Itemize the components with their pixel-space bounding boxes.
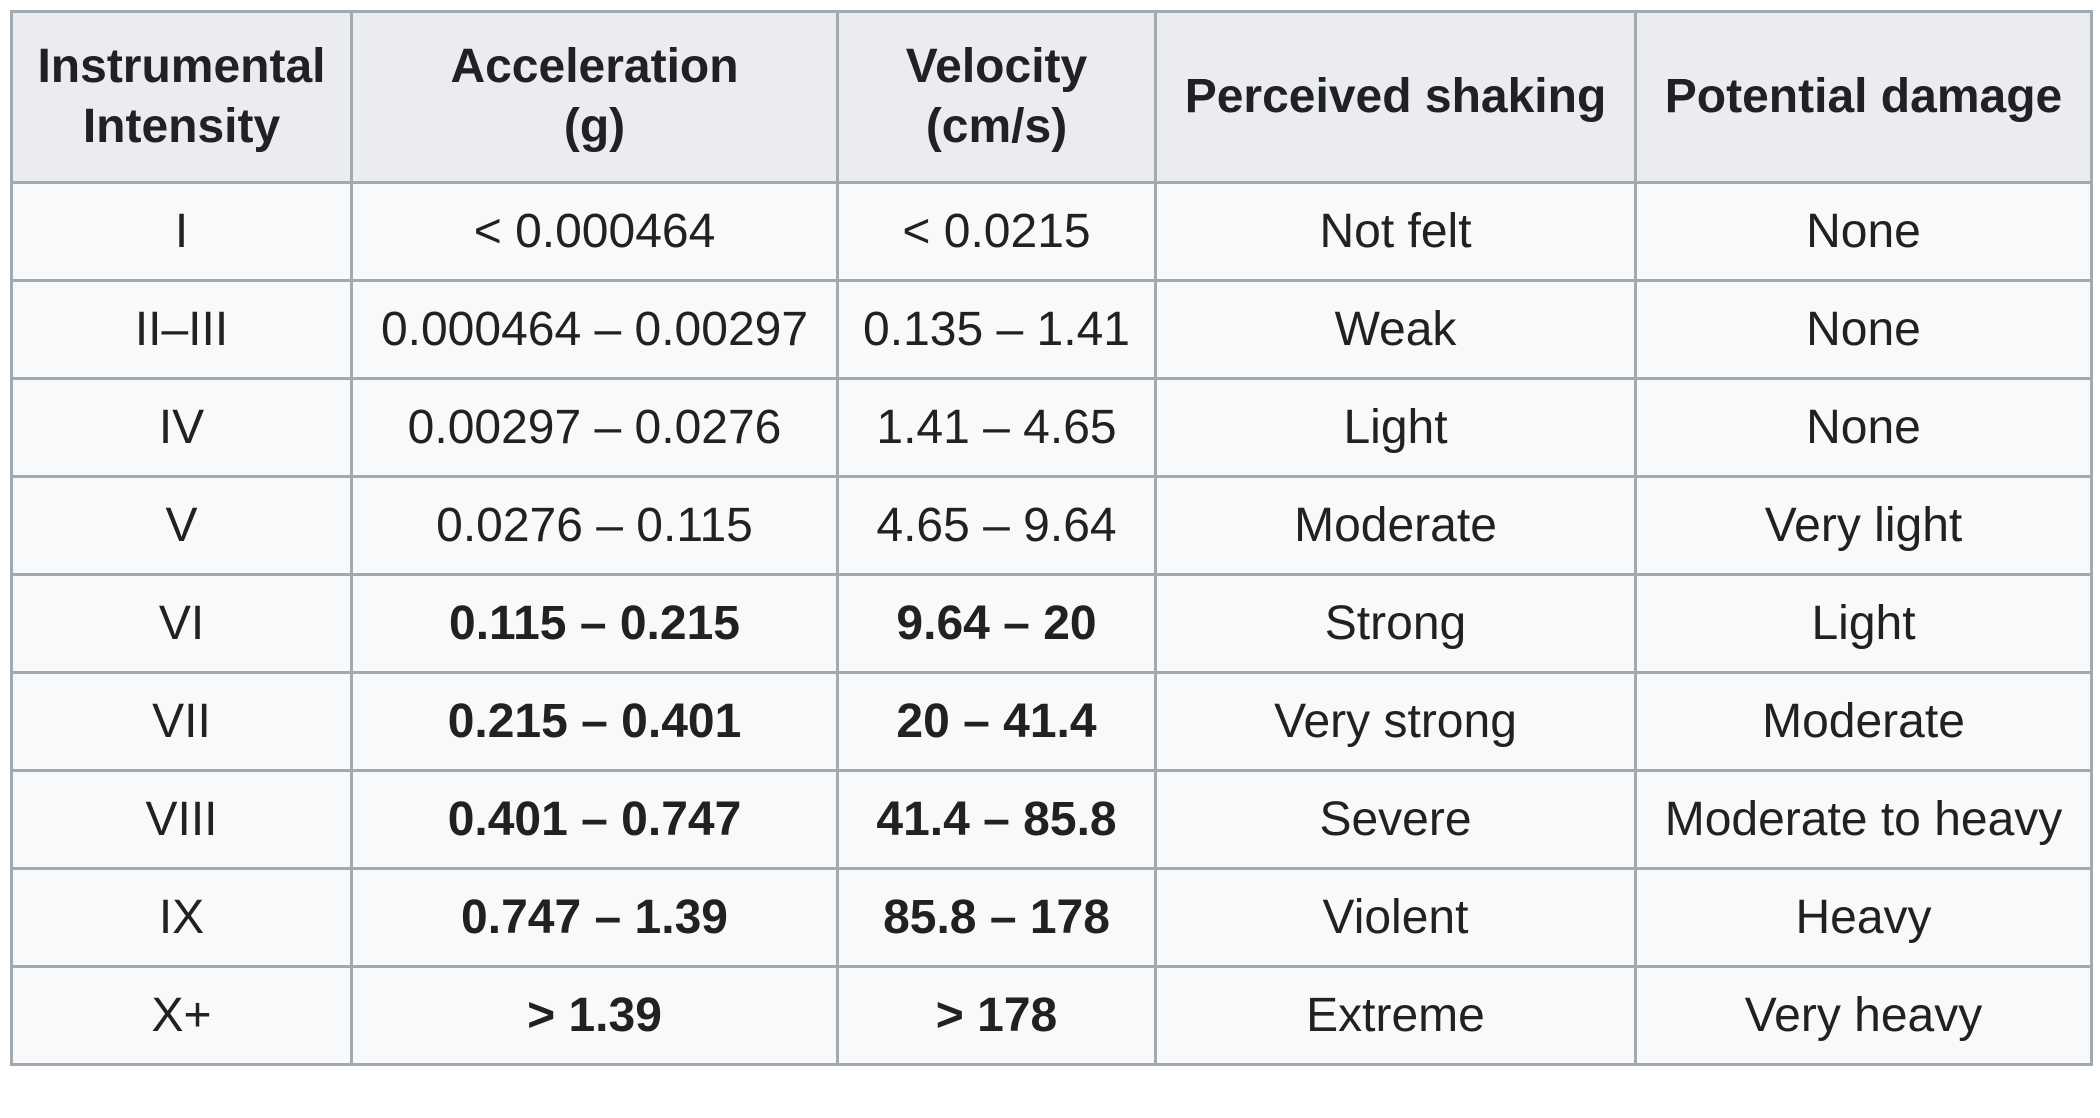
header-row: Instrumental Intensity Acceleration (g) … (10, 10, 2093, 184)
header-text: (g) (563, 100, 626, 153)
cell-velocity: 85.8 – 178 (836, 867, 1157, 968)
cell-potential-damage: Very light (1634, 475, 2093, 576)
cell-velocity: 4.65 – 9.64 (836, 475, 1157, 576)
cell-potential-damage: Moderate to heavy (1634, 769, 2093, 870)
header-potential-damage: Potential damage (1634, 10, 2093, 184)
header-text: Acceleration (450, 40, 739, 93)
table-row: I < 0.000464 < 0.0215 Not felt None (10, 181, 2093, 282)
cell-perceived-shaking: Severe (1154, 769, 1637, 870)
cell-intensity: VIII (10, 769, 353, 870)
cell-intensity: X+ (10, 965, 353, 1066)
table-row: VI 0.115 – 0.215 9.64 – 20 Strong Light (10, 573, 2093, 674)
table-row: VIII 0.401 – 0.747 41.4 – 85.8 Severe Modera… (10, 769, 2093, 870)
cell-perceived-shaking: Weak (1154, 279, 1637, 380)
header-text: Potential damage (1664, 70, 2063, 123)
table-row: IX 0.747 – 1.39 85.8 – 178 Violent Heavy (10, 867, 2093, 968)
cell-potential-damage: Light (1634, 573, 2093, 674)
cell-perceived-shaking: Violent (1154, 867, 1637, 968)
cell-velocity: 20 – 41.4 (836, 671, 1157, 772)
cell-intensity: I (10, 181, 353, 282)
cell-perceived-shaking: Very strong (1154, 671, 1637, 772)
header-perceived-shaking: Perceived shaking (1154, 10, 1637, 184)
cell-perceived-shaking: Not felt (1154, 181, 1637, 282)
header-text: Intensity (82, 100, 281, 153)
cell-acceleration: 0.115 – 0.215 (350, 573, 839, 674)
table-row: IV 0.00297 – 0.0276 1.41 – 4.65 Light None (10, 377, 2093, 478)
cell-potential-damage: None (1634, 279, 2093, 380)
cell-perceived-shaking: Strong (1154, 573, 1637, 674)
cell-potential-damage: Moderate (1634, 671, 2093, 772)
cell-intensity: VII (10, 671, 353, 772)
cell-velocity: < 0.0215 (836, 181, 1157, 282)
cell-acceleration: < 0.000464 (350, 181, 839, 282)
cell-potential-damage: None (1634, 377, 2093, 478)
cell-velocity: 41.4 – 85.8 (836, 769, 1157, 870)
cell-intensity: IV (10, 377, 353, 478)
header-instrumental-intensity: Instrumental Intensity (10, 10, 353, 184)
table-wrapper: Instrumental Intensity Acceleration (g) … (10, 10, 2093, 1066)
cell-acceleration: 0.401 – 0.747 (350, 769, 839, 870)
header-acceleration: Acceleration (g) (350, 10, 839, 184)
table-row: II–III 0.000464 – 0.00297 0.135 – 1.41 Weak… (10, 279, 2093, 380)
table-row: X+ > 1.39 > 178 Extreme Very heavy (10, 965, 2093, 1066)
cell-acceleration: 0.0276 – 0.115 (350, 475, 839, 576)
cell-potential-damage: Very heavy (1634, 965, 2093, 1066)
header-text: Instrumental (37, 40, 326, 93)
cell-perceived-shaking: Light (1154, 377, 1637, 478)
cell-perceived-shaking: Moderate (1154, 475, 1637, 576)
cell-intensity: V (10, 475, 353, 576)
cell-acceleration: 0.000464 – 0.00297 (350, 279, 839, 380)
cell-velocity: 1.41 – 4.65 (836, 377, 1157, 478)
table-body: I < 0.000464 < 0.0215 Not felt None II–III 0.0… (10, 181, 2093, 1066)
cell-intensity: VI (10, 573, 353, 674)
cell-acceleration: 0.747 – 1.39 (350, 867, 839, 968)
table-row: V 0.0276 – 0.115 4.65 – 9.64 Moderate Very l… (10, 475, 2093, 576)
cell-acceleration: 0.00297 – 0.0276 (350, 377, 839, 478)
table-row: VII 0.215 – 0.401 20 – 41.4 Very strong Mode… (10, 671, 2093, 772)
cell-intensity: II–III (10, 279, 353, 380)
cell-velocity: 9.64 – 20 (836, 573, 1157, 674)
cell-velocity: > 178 (836, 965, 1157, 1066)
header-velocity: Velocity (cm/s) (836, 10, 1157, 184)
cell-potential-damage: None (1634, 181, 2093, 282)
header-text: (cm/s) (925, 100, 1068, 153)
cell-acceleration: 0.215 – 0.401 (350, 671, 839, 772)
cell-potential-damage: Heavy (1634, 867, 2093, 968)
cell-intensity: IX (10, 867, 353, 968)
cell-perceived-shaking: Extreme (1154, 965, 1637, 1066)
intensity-table: Instrumental Intensity Acceleration (g) … (10, 10, 2093, 1066)
cell-acceleration: > 1.39 (350, 965, 839, 1066)
cell-velocity: 0.135 – 1.41 (836, 279, 1157, 380)
header-text: Velocity (905, 40, 1088, 93)
header-text: Perceived shaking (1184, 70, 1607, 123)
